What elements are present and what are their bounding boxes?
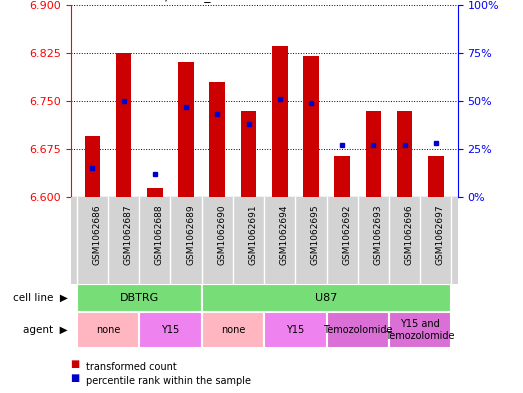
Text: transformed count: transformed count [86,362,177,373]
Text: none: none [221,325,245,335]
Text: DBTRG: DBTRG [120,293,159,303]
Text: GSM1062691: GSM1062691 [248,204,257,265]
Text: percentile rank within the sample: percentile rank within the sample [86,376,251,386]
Text: GSM1062687: GSM1062687 [123,204,133,265]
Bar [139,312,202,348]
Bar [397,110,412,197]
Bar [389,312,451,348]
Text: Y15: Y15 [162,325,179,335]
Text: none: none [96,325,120,335]
Bar [178,62,194,197]
Bar [147,187,163,197]
Text: GSM1062697: GSM1062697 [436,204,445,265]
Bar [303,56,319,197]
Bar [428,156,444,197]
Text: GSM1062690: GSM1062690 [217,204,226,265]
Text: GSM1062694: GSM1062694 [280,204,289,265]
Bar [326,312,389,348]
Text: agent  ▶: agent ▶ [24,325,68,335]
Text: Temozolomide: Temozolomide [323,325,392,335]
Text: U87: U87 [315,293,338,303]
Bar [202,312,264,348]
Bar [77,312,139,348]
Bar [85,136,100,197]
Text: GDS4808 / ILMN_1680225: GDS4808 / ILMN_1680225 [101,0,266,2]
Text: GSM1062689: GSM1062689 [186,204,195,265]
Bar [334,156,350,197]
Text: cell line  ▶: cell line ▶ [13,293,68,303]
Bar [241,110,256,197]
Bar [202,284,451,312]
Text: ■: ■ [71,373,80,383]
Text: GSM1062695: GSM1062695 [311,204,320,265]
Text: ■: ■ [71,360,80,369]
Text: GSM1062692: GSM1062692 [342,204,351,265]
Bar [264,312,326,348]
Bar [116,53,131,197]
Text: GSM1062686: GSM1062686 [93,204,101,265]
Text: GSM1062693: GSM1062693 [373,204,382,265]
Bar [366,110,381,197]
Text: Y15 and
Temozolomide: Y15 and Temozolomide [385,320,455,341]
Text: GSM1062688: GSM1062688 [155,204,164,265]
Text: GSM1062696: GSM1062696 [405,204,414,265]
Bar [272,46,288,197]
Text: Y15: Y15 [286,325,304,335]
Bar [77,284,202,312]
Bar [210,82,225,197]
